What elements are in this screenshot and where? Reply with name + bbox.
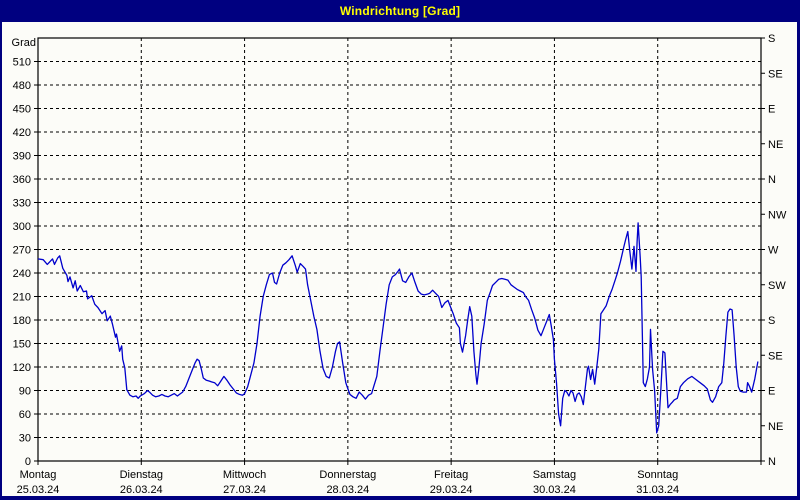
day-date-label: 25.03.24	[17, 484, 60, 496]
x-axis-day-labels: Montag 25.03.24 Dienstag 26.03.24 Mittwoch 27…	[17, 461, 762, 496]
y-tick-label-left: 150	[13, 339, 31, 351]
day-name-label: Montag	[20, 469, 57, 481]
compass-label: S	[768, 315, 775, 327]
day-name-label: Donnerstag	[319, 469, 376, 481]
y-tick-label-left: 480	[13, 80, 31, 92]
day-date-label: 31.03.24	[636, 484, 679, 496]
compass-label: NE	[768, 421, 783, 433]
y-tick-label-left: 180	[13, 315, 31, 327]
y-tick-label-left: 0	[25, 456, 31, 468]
y-axis-unit-label: Grad	[12, 37, 36, 49]
horizontal-gridlines	[38, 61, 761, 438]
compass-label: SE	[768, 350, 783, 362]
day-date-label: 28.03.24	[326, 484, 369, 496]
compass-label: NE	[768, 139, 783, 151]
day-name-label: Mittwoch	[223, 469, 266, 481]
compass-label: E	[768, 104, 775, 116]
y-tick-label-left: 510	[13, 57, 31, 69]
wind-direction-line	[37, 222, 759, 434]
compass-label: SE	[768, 68, 783, 80]
title-bar: Windrichtung [Grad]	[0, 0, 800, 22]
y-tick-label-left: 240	[13, 268, 31, 280]
day-date-label: 30.03.24	[533, 484, 576, 496]
day-name-label: Samstag	[533, 469, 576, 481]
compass-label: N	[768, 174, 776, 186]
y-tick-label-left: 30	[19, 433, 31, 445]
y-tick-label-left: 120	[13, 362, 31, 374]
y-tick-label-left: 330	[13, 198, 31, 210]
y-tick-label-left: 390	[13, 151, 31, 163]
y-tick-label-left: 360	[13, 174, 31, 186]
compass-label: SW	[768, 280, 786, 292]
compass-label: S	[768, 33, 775, 45]
day-name-label: Dienstag	[120, 469, 163, 481]
day-name-label: Freitag	[434, 469, 468, 481]
y-tick-label-left: 450	[13, 104, 31, 116]
y-tick-label-left: 270	[13, 245, 31, 257]
day-date-label: 26.03.24	[120, 484, 163, 496]
day-date-label: 27.03.24	[223, 484, 266, 496]
compass-label: NW	[768, 209, 787, 221]
y-tick-label-left: 420	[13, 127, 31, 139]
y-axis-left-labels: 0 30 60 90 120 150 180 210 240 270 300 330 360 390 420…	[12, 37, 38, 468]
vertical-gridlines	[140, 38, 659, 461]
y-tick-label-left: 90	[19, 386, 31, 398]
y-axis-compass-labels: S SE E NE N NW W SW S SE E NE N	[761, 33, 787, 468]
compass-label: N	[768, 456, 776, 468]
chart-panel	[2, 22, 797, 496]
day-name-label: Sonntag	[637, 469, 678, 481]
y-tick-label-left: 210	[13, 292, 31, 304]
compass-label: W	[768, 245, 779, 257]
y-tick-label-left: 300	[13, 221, 31, 233]
compass-label: E	[768, 386, 775, 398]
window-title: Windrichtung [Grad]	[339, 4, 461, 18]
y-tick-label-left: 60	[19, 409, 31, 421]
day-date-label: 29.03.24	[430, 484, 473, 496]
